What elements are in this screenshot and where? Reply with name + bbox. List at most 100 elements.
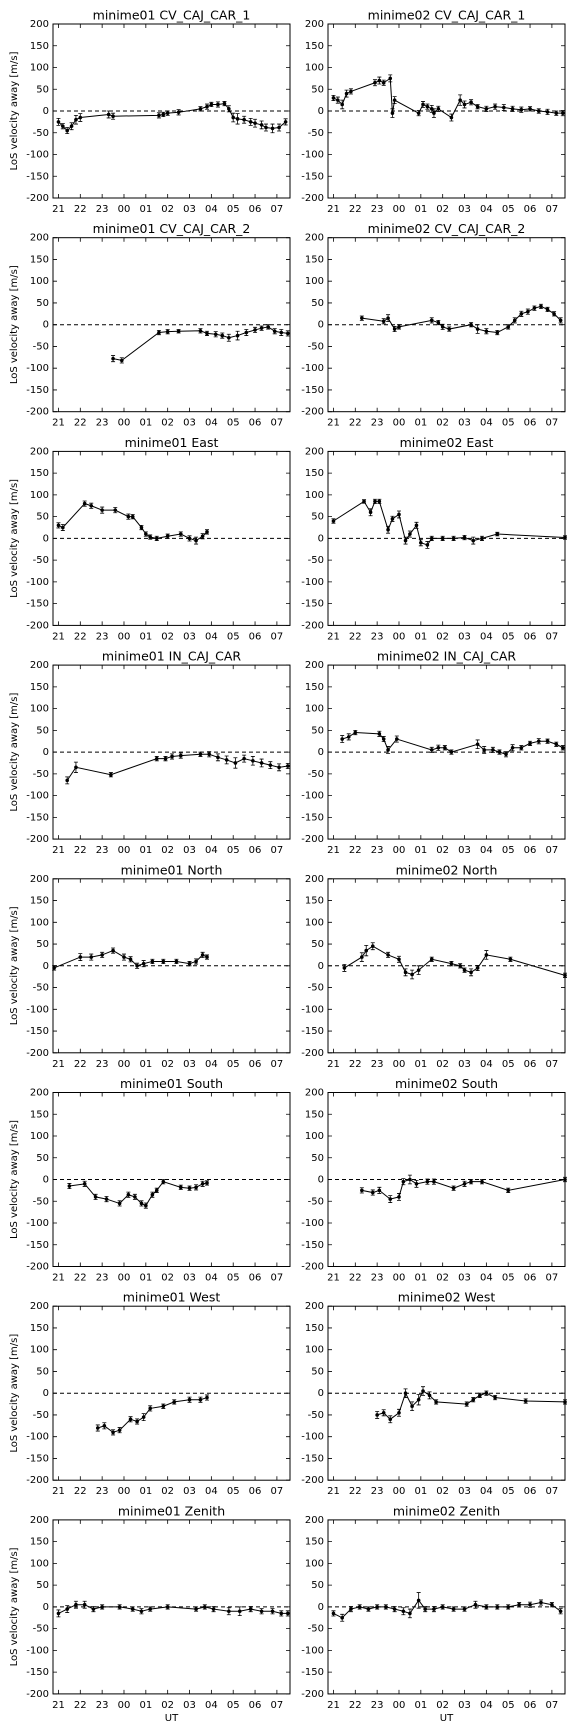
panel-title: minime01 CV_CAJ_CAR_2 (93, 221, 251, 236)
x-tick-label: 03 (458, 1059, 471, 1070)
y-tick-label: 100 (305, 1345, 324, 1356)
data-point (478, 1393, 482, 1398)
data-point (165, 1605, 170, 1609)
plot-frame (327, 878, 566, 1054)
x-tick-label: 02 (161, 1059, 174, 1070)
x-tick-label: 21 (327, 631, 340, 642)
x-tick-label: 00 (118, 418, 131, 429)
data-point (550, 1602, 554, 1607)
x-tick-label: 03 (458, 631, 471, 642)
y-tick-label: 50 (311, 725, 324, 736)
data-point (397, 512, 401, 517)
x-tick-label: 06 (249, 418, 262, 429)
plot-frame (327, 450, 566, 626)
panel: minime02 South-200-150-100-5005010015020… (301, 1076, 567, 1284)
data-point (362, 499, 366, 504)
y-tick-label: 50 (311, 84, 324, 95)
panel-title: minime01 West (123, 1290, 221, 1305)
data-point (561, 111, 565, 115)
x-tick-label: 02 (436, 204, 449, 215)
x-tick-label: 05 (502, 1273, 515, 1284)
x-tick-label: 22 (74, 1273, 87, 1284)
data-line (58, 103, 286, 132)
y-tick-label: -100 (26, 1432, 49, 1443)
data-point (451, 1186, 456, 1190)
data-point (440, 325, 445, 329)
data-point (161, 959, 166, 964)
x-tick-label: 04 (205, 1059, 218, 1070)
x-tick-label: 07 (546, 631, 559, 642)
y-tick-label: 200 (305, 19, 324, 30)
y-tick-label: 200 (30, 874, 49, 885)
y-axis-label: LoS velocity away [m/s] (9, 1334, 20, 1453)
data-point (432, 111, 436, 115)
panel: minime02 IN_CAJ_CAR-200-150-100-50050100… (301, 649, 566, 856)
x-tick-label: 23 (371, 1273, 384, 1284)
data-point (139, 525, 144, 530)
y-tick-label: 150 (30, 1537, 49, 1548)
data-point (377, 499, 382, 504)
y-tick-label: -200 (26, 193, 49, 204)
data-point (235, 333, 240, 338)
x-tick-label: 03 (183, 1486, 196, 1497)
data-point (469, 970, 473, 975)
data-point (443, 745, 447, 750)
x-tick-label: 05 (227, 1700, 240, 1711)
x-tick-label: 02 (161, 204, 174, 215)
y-tick-label: 0 (318, 747, 324, 758)
data-point (475, 742, 480, 747)
y-tick-label: 200 (305, 660, 324, 671)
data-point (176, 329, 181, 334)
x-tick-label: 07 (271, 845, 284, 856)
x-tick-label: 06 (524, 845, 537, 856)
data-point (331, 1611, 336, 1616)
data-point (414, 1182, 419, 1186)
data-point (161, 1179, 166, 1184)
data-point (353, 730, 358, 735)
x-tick-label: 23 (96, 418, 109, 429)
x-tick-label: 21 (327, 845, 340, 856)
data-point (510, 107, 515, 111)
y-tick-label: -150 (301, 171, 324, 182)
panel: minime02 North-200-150-100-5005010015020… (301, 862, 567, 1070)
y-tick-label: 150 (305, 896, 324, 907)
data-point (100, 953, 104, 957)
y-tick-label: -50 (33, 1196, 49, 1207)
data-point (539, 1600, 543, 1605)
x-tick-label: 01 (139, 1486, 152, 1497)
data-point (178, 532, 183, 536)
x-tick-label: 22 (349, 418, 362, 429)
x-tick-label: 05 (227, 1059, 240, 1070)
data-point (248, 120, 253, 124)
data-point (187, 1186, 192, 1190)
x-tick-label: 03 (458, 1700, 471, 1711)
data-point (100, 508, 104, 512)
x-tick-label: 04 (480, 1700, 493, 1711)
data-point (425, 1179, 430, 1184)
data-point (484, 1605, 489, 1609)
data-point (471, 1397, 476, 1402)
plot-frame (327, 1305, 566, 1481)
y-tick-label: 0 (318, 1175, 324, 1186)
data-point (340, 1615, 344, 1620)
data-point (425, 543, 430, 547)
data-point (154, 1188, 159, 1193)
panel: minime01 CV_CAJ_CAR_2 LoS velocity away [… (9, 221, 291, 429)
data-point (403, 538, 408, 543)
y-tick-label: 50 (311, 939, 324, 950)
data-point (408, 1611, 412, 1616)
x-tick-label: 00 (393, 1273, 406, 1284)
data-point (373, 499, 377, 504)
data-line (53, 950, 208, 969)
data-point (390, 517, 395, 521)
x-tick-label: 23 (371, 204, 384, 215)
data-point (65, 778, 69, 783)
data-point (388, 1197, 393, 1201)
data-point (251, 759, 255, 763)
x-tick-label: 01 (139, 204, 152, 215)
data-point (248, 1607, 253, 1611)
y-tick-label: -200 (301, 1475, 324, 1486)
x-tick-label: 00 (118, 1273, 131, 1284)
y-tick-label: -200 (301, 193, 324, 204)
y-tick-label: -50 (308, 1624, 324, 1635)
